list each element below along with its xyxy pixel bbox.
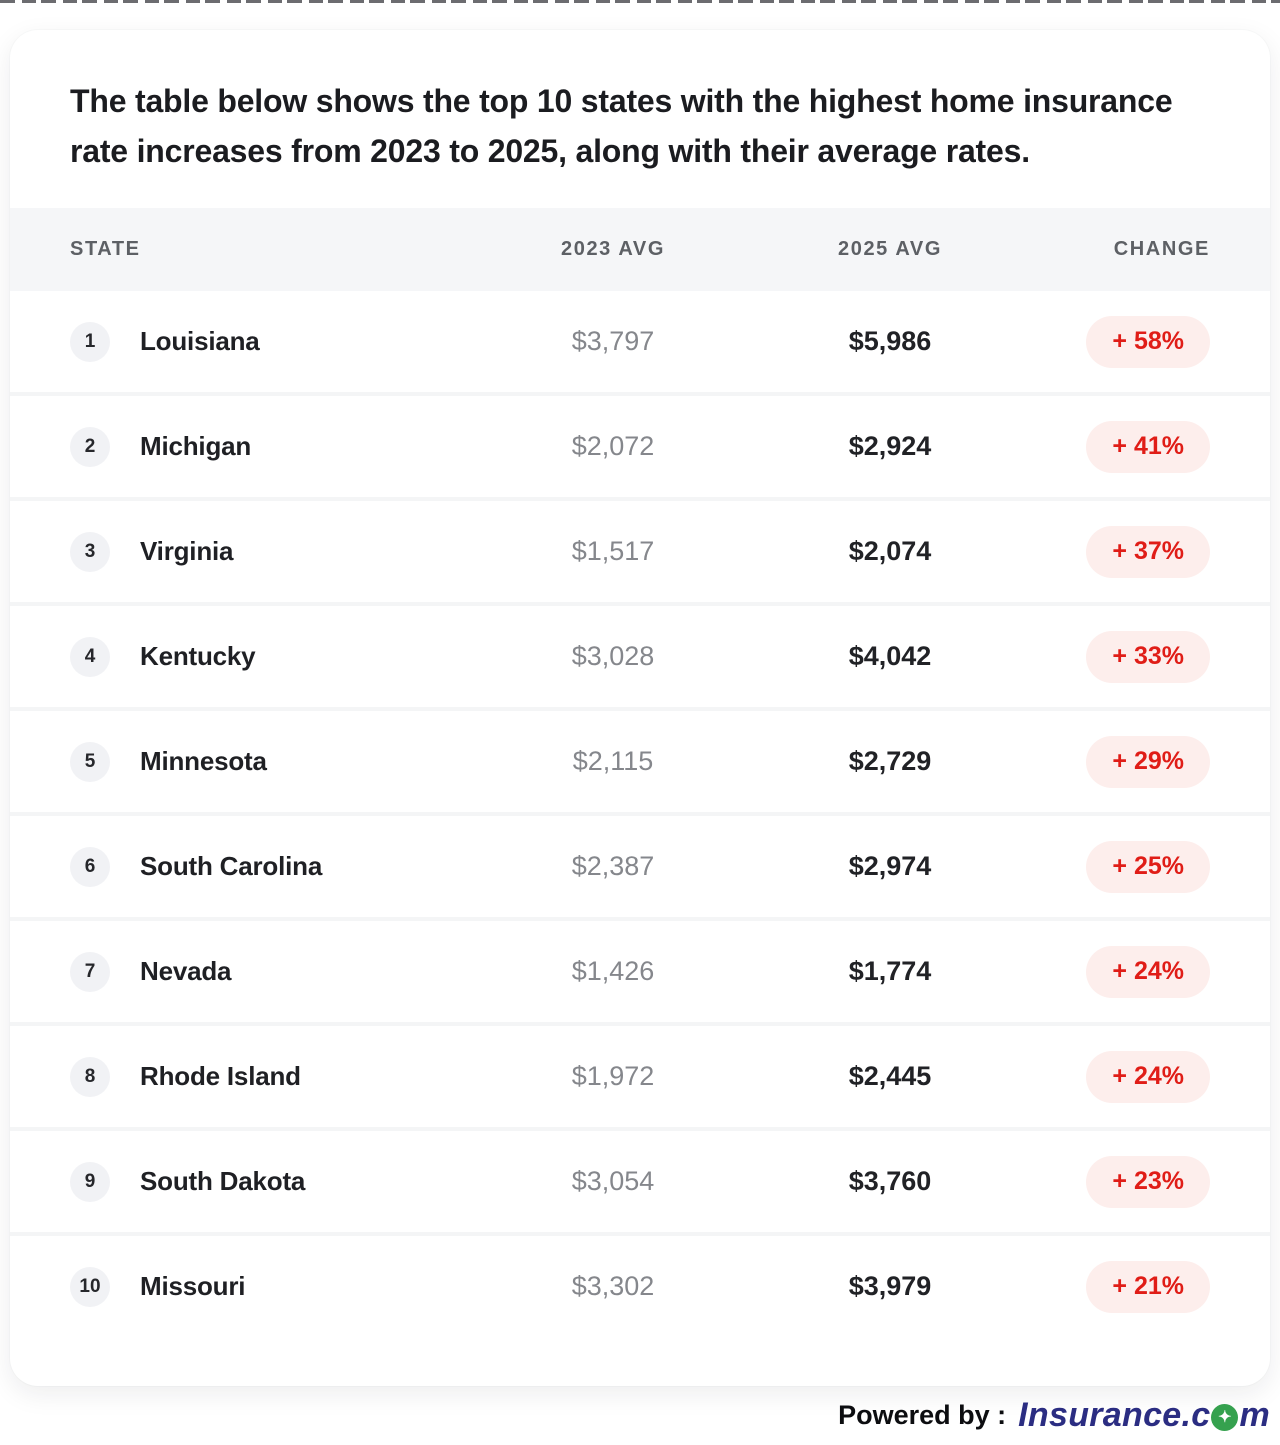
rank-badge: 4 (70, 636, 110, 677)
footer: Powered by : Insurance.c ✦ m (838, 1396, 1270, 1435)
avg-2023-cell: $3,054 (571, 1166, 655, 1196)
change-badge: + 41% (1086, 420, 1210, 473)
rank-badge: 9 (70, 1161, 110, 1202)
avg-2025-cell: $2,924 (848, 431, 932, 461)
column-header-change: CHANGE (1113, 238, 1210, 260)
change-badge: + 25% (1086, 840, 1210, 893)
state-name: Rhode Island (140, 1061, 301, 1091)
insurance-com-logo[interactable]: Insurance.c ✦ m (1018, 1396, 1270, 1435)
table-row: 1 Louisiana $3,797 $5,986 + 58% (10, 291, 1270, 392)
brand-text-pre: Insurance.c (1018, 1396, 1211, 1434)
table-body: 1 Louisiana $3,797 $5,986 + 58% 2 Michig… (10, 291, 1270, 1337)
state-name: South Carolina (140, 851, 323, 881)
table-row: 4 Kentucky $3,028 $4,042 + 33% (10, 606, 1270, 707)
column-header-state: STATE (70, 238, 141, 260)
avg-2025-cell: $2,974 (848, 851, 932, 881)
change-badge: + 24% (1086, 1050, 1210, 1103)
change-badge: + 29% (1086, 735, 1210, 788)
avg-2023-cell: $2,387 (571, 851, 655, 881)
cropped-text-artifact (0, 0, 1280, 3)
state-name: Louisiana (140, 326, 260, 356)
powered-by-label: Powered by : (838, 1400, 1007, 1430)
page-title: The table below shows the top 10 states … (70, 83, 1173, 169)
avg-2023-cell: $2,072 (571, 431, 655, 461)
table-row: 8 Rhode Island $1,972 $2,445 + 24% (10, 1026, 1270, 1127)
avg-2023-cell: $3,302 (571, 1271, 655, 1301)
table-row: 9 South Dakota $3,054 $3,760 + 23% (10, 1131, 1270, 1232)
change-badge: + 58% (1086, 315, 1210, 368)
change-badge: + 33% (1086, 630, 1210, 683)
change-badge: + 23% (1086, 1155, 1210, 1208)
avg-2025-cell: $1,774 (848, 956, 932, 986)
table-row: 6 South Carolina $2,387 $2,974 + 25% (10, 816, 1270, 917)
change-badge: + 37% (1086, 525, 1210, 578)
avg-2023-cell: $3,797 (571, 326, 655, 356)
avg-2025-cell: $3,979 (848, 1271, 932, 1301)
rank-badge: 1 (70, 321, 110, 362)
insurance-table-card: The table below shows the top 10 states … (10, 30, 1270, 1386)
change-badge: + 24% (1086, 945, 1210, 998)
rank-badge: 10 (70, 1266, 110, 1307)
rank-badge: 8 (70, 1056, 110, 1097)
table-header-row: STATE 2023 AVG 2025 AVG CHANGE (10, 208, 1270, 291)
state-name: Nevada (140, 956, 232, 986)
rank-badge: 7 (70, 951, 110, 992)
avg-2025-cell: $2,729 (848, 746, 932, 776)
table-row: 7 Nevada $1,426 $1,774 + 24% (10, 921, 1270, 1022)
state-name: Michigan (140, 431, 252, 461)
avg-2023-cell: $1,426 (571, 956, 655, 986)
column-header-2025-avg: 2025 AVG (838, 238, 942, 260)
change-badge: + 21% (1086, 1260, 1210, 1313)
rank-badge: 2 (70, 426, 110, 467)
avg-2023-cell: $1,517 (571, 536, 655, 566)
rank-badge: 5 (70, 741, 110, 782)
state-name: Kentucky (140, 641, 256, 671)
avg-2025-cell: $2,074 (848, 536, 932, 566)
table-row: 10 Missouri $3,302 $3,979 + 21% (10, 1236, 1270, 1337)
green-o-icon: ✦ (1211, 1404, 1239, 1431)
rank-badge: 6 (70, 846, 110, 887)
avg-2023-cell: $2,115 (572, 746, 654, 776)
rank-badge: 3 (70, 531, 110, 572)
brand-text-suffix: m (1239, 1396, 1270, 1434)
state-name: South Dakota (140, 1166, 306, 1196)
table-row: 2 Michigan $2,072 $2,924 + 41% (10, 396, 1270, 497)
state-name: Missouri (140, 1271, 246, 1301)
state-name: Minnesota (140, 746, 267, 776)
table-row: 3 Virginia $1,517 $2,074 + 37% (10, 501, 1270, 602)
avg-2025-cell: $2,445 (848, 1061, 932, 1091)
state-name: Virginia (140, 536, 234, 566)
avg-2023-cell: $1,972 (571, 1061, 655, 1091)
table-row: 5 Minnesota $2,115 $2,729 + 29% (10, 711, 1270, 812)
column-header-2023-avg: 2023 AVG (561, 238, 665, 260)
avg-2025-cell: $4,042 (848, 641, 932, 671)
avg-2023-cell: $3,028 (571, 641, 655, 671)
avg-2025-cell: $5,986 (848, 326, 932, 356)
avg-2025-cell: $3,760 (848, 1166, 932, 1196)
